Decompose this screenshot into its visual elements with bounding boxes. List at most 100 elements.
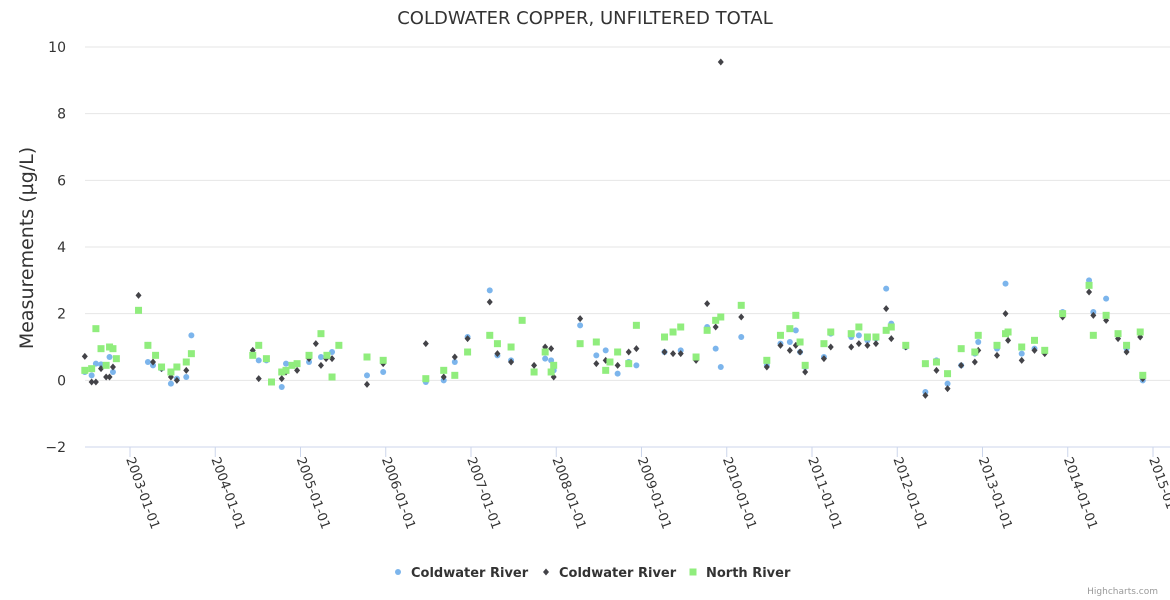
data-point[interactable] — [606, 358, 614, 366]
data-point[interactable] — [98, 365, 105, 373]
data-point[interactable] — [541, 348, 549, 356]
data-point[interactable] — [1090, 311, 1097, 319]
data-point[interactable] — [144, 341, 152, 349]
data-point[interactable] — [883, 285, 890, 292]
data-point[interactable] — [670, 350, 677, 358]
data-point[interactable] — [152, 351, 160, 359]
data-point[interactable] — [422, 375, 430, 383]
data-point[interactable] — [625, 348, 632, 356]
data-point[interactable] — [1136, 328, 1144, 336]
data-point[interactable] — [777, 341, 784, 349]
data-point[interactable] — [494, 350, 501, 358]
data-point[interactable] — [944, 385, 951, 393]
data-point[interactable] — [602, 366, 610, 374]
data-point[interactable] — [669, 328, 677, 336]
data-point[interactable] — [763, 363, 770, 371]
data-point[interactable] — [864, 341, 871, 349]
data-point[interactable] — [1005, 336, 1012, 344]
data-point[interactable] — [440, 366, 448, 374]
data-point[interactable] — [255, 357, 262, 364]
data-point[interactable] — [451, 371, 459, 379]
data-point[interactable] — [602, 347, 609, 354]
data-point[interactable] — [614, 370, 621, 377]
data-point[interactable] — [786, 325, 794, 333]
data-point[interactable] — [81, 352, 88, 360]
data-point[interactable] — [255, 341, 263, 349]
data-point[interactable] — [294, 366, 301, 374]
data-point[interactable] — [144, 359, 151, 365]
data-point[interactable] — [1018, 356, 1025, 364]
data-point[interactable] — [507, 343, 515, 351]
data-point[interactable] — [182, 358, 190, 366]
data-point[interactable] — [625, 360, 633, 368]
data-point[interactable] — [872, 340, 879, 348]
data-point[interactable] — [542, 355, 549, 362]
data-point[interactable] — [1002, 310, 1009, 318]
data-point[interactable] — [451, 359, 458, 365]
legend-symbol[interactable] — [689, 568, 697, 576]
data-point[interactable] — [737, 301, 745, 309]
data-point[interactable] — [847, 330, 855, 338]
data-point[interactable] — [888, 335, 895, 343]
data-point[interactable] — [88, 378, 95, 386]
data-point[interactable] — [887, 323, 895, 331]
data-point[interactable] — [1041, 346, 1049, 354]
data-point[interactable] — [262, 355, 270, 363]
data-point[interactable] — [792, 311, 800, 319]
data-point[interactable] — [921, 360, 929, 368]
data-point[interactable] — [922, 391, 929, 399]
data-point[interactable] — [109, 369, 116, 375]
data-point[interactable] — [677, 350, 684, 358]
data-point[interactable] — [323, 351, 331, 359]
data-point[interactable] — [848, 343, 855, 351]
data-point[interactable] — [712, 323, 719, 331]
data-point[interactable] — [776, 331, 784, 339]
data-point[interactable] — [855, 332, 862, 339]
data-point[interactable] — [717, 313, 725, 321]
data-point[interactable] — [508, 358, 515, 366]
data-point[interactable] — [422, 340, 429, 348]
data-point[interactable] — [187, 350, 195, 358]
data-point[interactable] — [863, 333, 871, 341]
data-point[interactable] — [975, 339, 982, 345]
data-point[interactable] — [717, 58, 724, 66]
data-point[interactable] — [786, 339, 793, 345]
data-point[interactable] — [1114, 330, 1122, 338]
data-point[interactable] — [1059, 310, 1067, 318]
data-point[interactable] — [92, 325, 100, 333]
data-point[interactable] — [633, 362, 640, 369]
data-point[interactable] — [317, 361, 324, 369]
data-point[interactable] — [692, 353, 700, 361]
data-point[interactable] — [335, 341, 343, 349]
data-point[interactable] — [797, 348, 804, 356]
data-point[interactable] — [1103, 295, 1110, 302]
data-point[interactable] — [1004, 328, 1012, 336]
data-point[interactable] — [547, 368, 555, 376]
data-point[interactable] — [576, 340, 584, 348]
data-point[interactable] — [763, 356, 771, 364]
data-point[interactable] — [278, 368, 286, 376]
data-point[interactable] — [1123, 348, 1130, 356]
data-point[interactable] — [786, 346, 793, 354]
data-point[interactable] — [278, 384, 285, 390]
data-point[interactable] — [855, 340, 862, 348]
data-point[interactable] — [530, 368, 538, 376]
data-point[interactable] — [993, 341, 1001, 349]
legend-item[interactable]: North River — [689, 566, 791, 581]
data-point[interactable] — [548, 345, 555, 353]
data-point[interactable] — [109, 345, 117, 353]
data-point[interactable] — [792, 327, 799, 334]
legend-item[interactable]: Coldwater River — [395, 566, 529, 581]
data-point[interactable] — [827, 328, 835, 336]
data-point[interactable] — [88, 372, 95, 379]
data-point[interactable] — [150, 358, 157, 366]
data-point[interactable] — [188, 332, 195, 339]
data-point[interactable] — [88, 365, 96, 373]
data-point[interactable] — [451, 353, 458, 361]
data-point[interactable] — [1085, 281, 1093, 289]
data-point[interactable] — [283, 360, 290, 367]
data-point[interactable] — [486, 298, 493, 306]
data-point[interactable] — [633, 345, 640, 353]
data-point[interactable] — [363, 380, 370, 388]
legend-item[interactable]: Coldwater River — [543, 566, 677, 581]
